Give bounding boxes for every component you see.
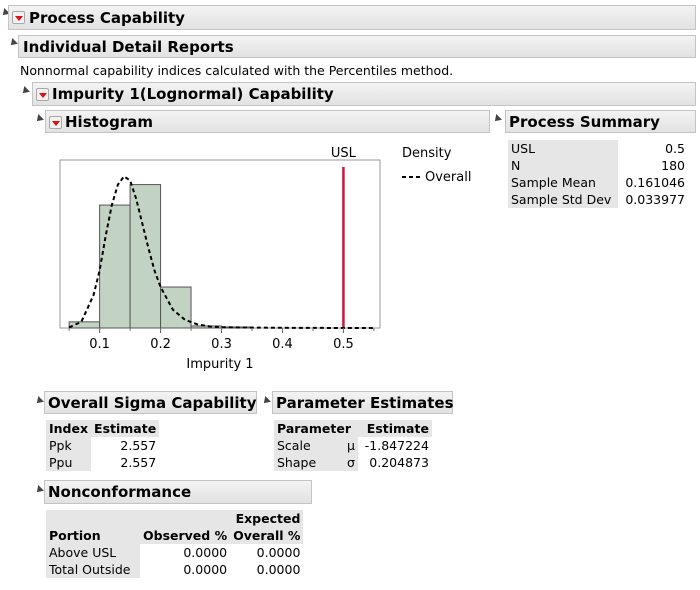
param-row: Shape σ 0.204873 [274,454,432,471]
col-header-parameter: Parameter [274,420,358,437]
collapse-triangle-icon[interactable] [261,396,271,406]
sigma-estimate: 2.557 [120,455,157,470]
summary-row: N 180 [508,157,688,174]
x-tick-label: 0.2 [150,337,171,352]
red-triangle-menu-icon[interactable] [36,88,49,101]
x-axis-ticks: 0.1 0.2 0.3 0.4 0.5 [68,328,375,352]
observed-value: 0.0000 [183,545,228,560]
summary-row: Sample Std Dev 0.033977 [508,191,688,208]
collapse-triangle-icon[interactable] [8,38,18,48]
param-row: Scale μ -1.847224 [274,437,432,454]
col-header-estimate: Estimate [357,420,432,437]
portion-label: Above USL [46,544,140,561]
nonconformance-title: Nonconformance [48,483,192,501]
legend-title: Density [402,146,452,161]
param-name: Scale [274,437,344,454]
density-curve [68,175,374,329]
histogram-bar [68,321,101,329]
sigma-index: Ppk [46,437,92,454]
capability-report-header: Impurity 1(Lognormal) Capability [32,82,696,106]
summary-value: 0.5 [665,141,685,156]
x-axis-label: Impurity 1 [186,357,253,372]
param-symbol: σ [344,454,358,471]
param-estimate: 0.204873 [369,455,429,470]
col-header-estimate: Estimate [91,420,160,437]
nonconformance-header: Nonconformance [44,480,312,504]
expected-value: 0.0000 [256,545,301,560]
histogram-chart: USL 0.1 0.2 0.3 0.4 0.5 Impurity 1 Density O… [59,146,471,372]
parameter-estimates-table: Parameter Estimate Scale μ -1.847224 Shape σ… [274,420,432,471]
sigma-capability-header: Overall Sigma Capability [44,391,257,414]
sigma-capability-table: Index Estimate Ppk 2.557 Ppu 2.557 [46,420,160,471]
parameter-estimates-header: Parameter Estimates [272,391,454,414]
summary-label: Sample Std Dev [508,191,618,208]
histogram-title: Histogram [65,113,153,131]
red-triangle-menu-icon[interactable] [49,116,62,129]
sigma-row: Ppk 2.557 [46,437,159,454]
sigma-row: Ppu 2.557 [46,454,159,471]
legend-item: Overall [425,170,471,185]
collapse-triangle-icon[interactable] [34,114,44,124]
histogram-bars [68,184,253,329]
process-summary-table: USL 0.5 N 180 Sample Mean 0.161046 Sample Std … [508,140,688,208]
process-summary-title: Process Summary [509,113,660,131]
histogram-bar [160,286,192,329]
nonconformance-row: Above USL 0.0000 0.0000 [46,544,303,561]
red-triangle-menu-icon[interactable] [12,11,25,24]
sigma-capability-title: Overall Sigma Capability [48,394,257,412]
detail-reports-header: Individual Detail Reports [18,35,696,58]
histogram-bar [99,204,131,329]
process-capability-header: Process Capability [8,5,696,30]
param-name: Shape [274,454,344,471]
param-estimate: -1.847224 [364,438,429,453]
summary-row: USL 0.5 [508,140,688,157]
nonconformance-table: Portion Observed % Expected Overall % Ab… [46,510,304,578]
summary-label: N [508,157,618,174]
x-tick-label: 0.1 [89,337,110,352]
summary-value: 0.161046 [625,175,685,190]
summary-value: 0.033977 [625,192,685,207]
process-capability-title: Process Capability [29,9,185,27]
portion-label: Total Outside [46,561,140,578]
col-header-observed: Observed % [140,510,231,544]
x-tick-label: 0.3 [211,337,232,352]
collapse-triangle-icon[interactable] [20,86,30,96]
x-tick-label: 0.4 [272,337,293,352]
sigma-index: Ppu [46,454,92,471]
process-summary-header: Process Summary [505,110,696,133]
capability-report-title: Impurity 1(Lognormal) Capability [52,85,334,103]
nonconformance-row: Total Outside 0.0000 0.0000 [46,561,303,578]
col-header-index: Index [46,420,92,437]
summary-value: 180 [661,158,685,173]
usl-label: USL [331,146,357,161]
collapse-triangle-icon[interactable] [34,485,44,495]
param-symbol: μ [344,437,358,454]
collapse-triangle-icon[interactable] [492,114,502,124]
summary-label: Sample Mean [508,174,618,191]
detail-reports-title: Individual Detail Reports [23,38,234,56]
col-header-portion: Portion [46,510,140,544]
summary-label: USL [508,140,618,157]
nonnormal-note: Nonnormal capability indices calculated … [20,63,454,78]
collapse-triangle-icon[interactable] [34,396,44,406]
sigma-estimate: 2.557 [120,438,157,453]
summary-row: Sample Mean 0.161046 [508,174,688,191]
col-header-expected-line2: Overall % [230,527,304,544]
histogram-bar [129,184,162,329]
x-tick-label: 0.5 [333,337,354,352]
histogram-header: Histogram [45,110,490,133]
col-header-expected-line1: Expected [230,510,304,527]
observed-value: 0.0000 [183,562,228,577]
expected-value: 0.0000 [256,562,301,577]
parameter-estimates-title: Parameter Estimates [276,394,454,412]
